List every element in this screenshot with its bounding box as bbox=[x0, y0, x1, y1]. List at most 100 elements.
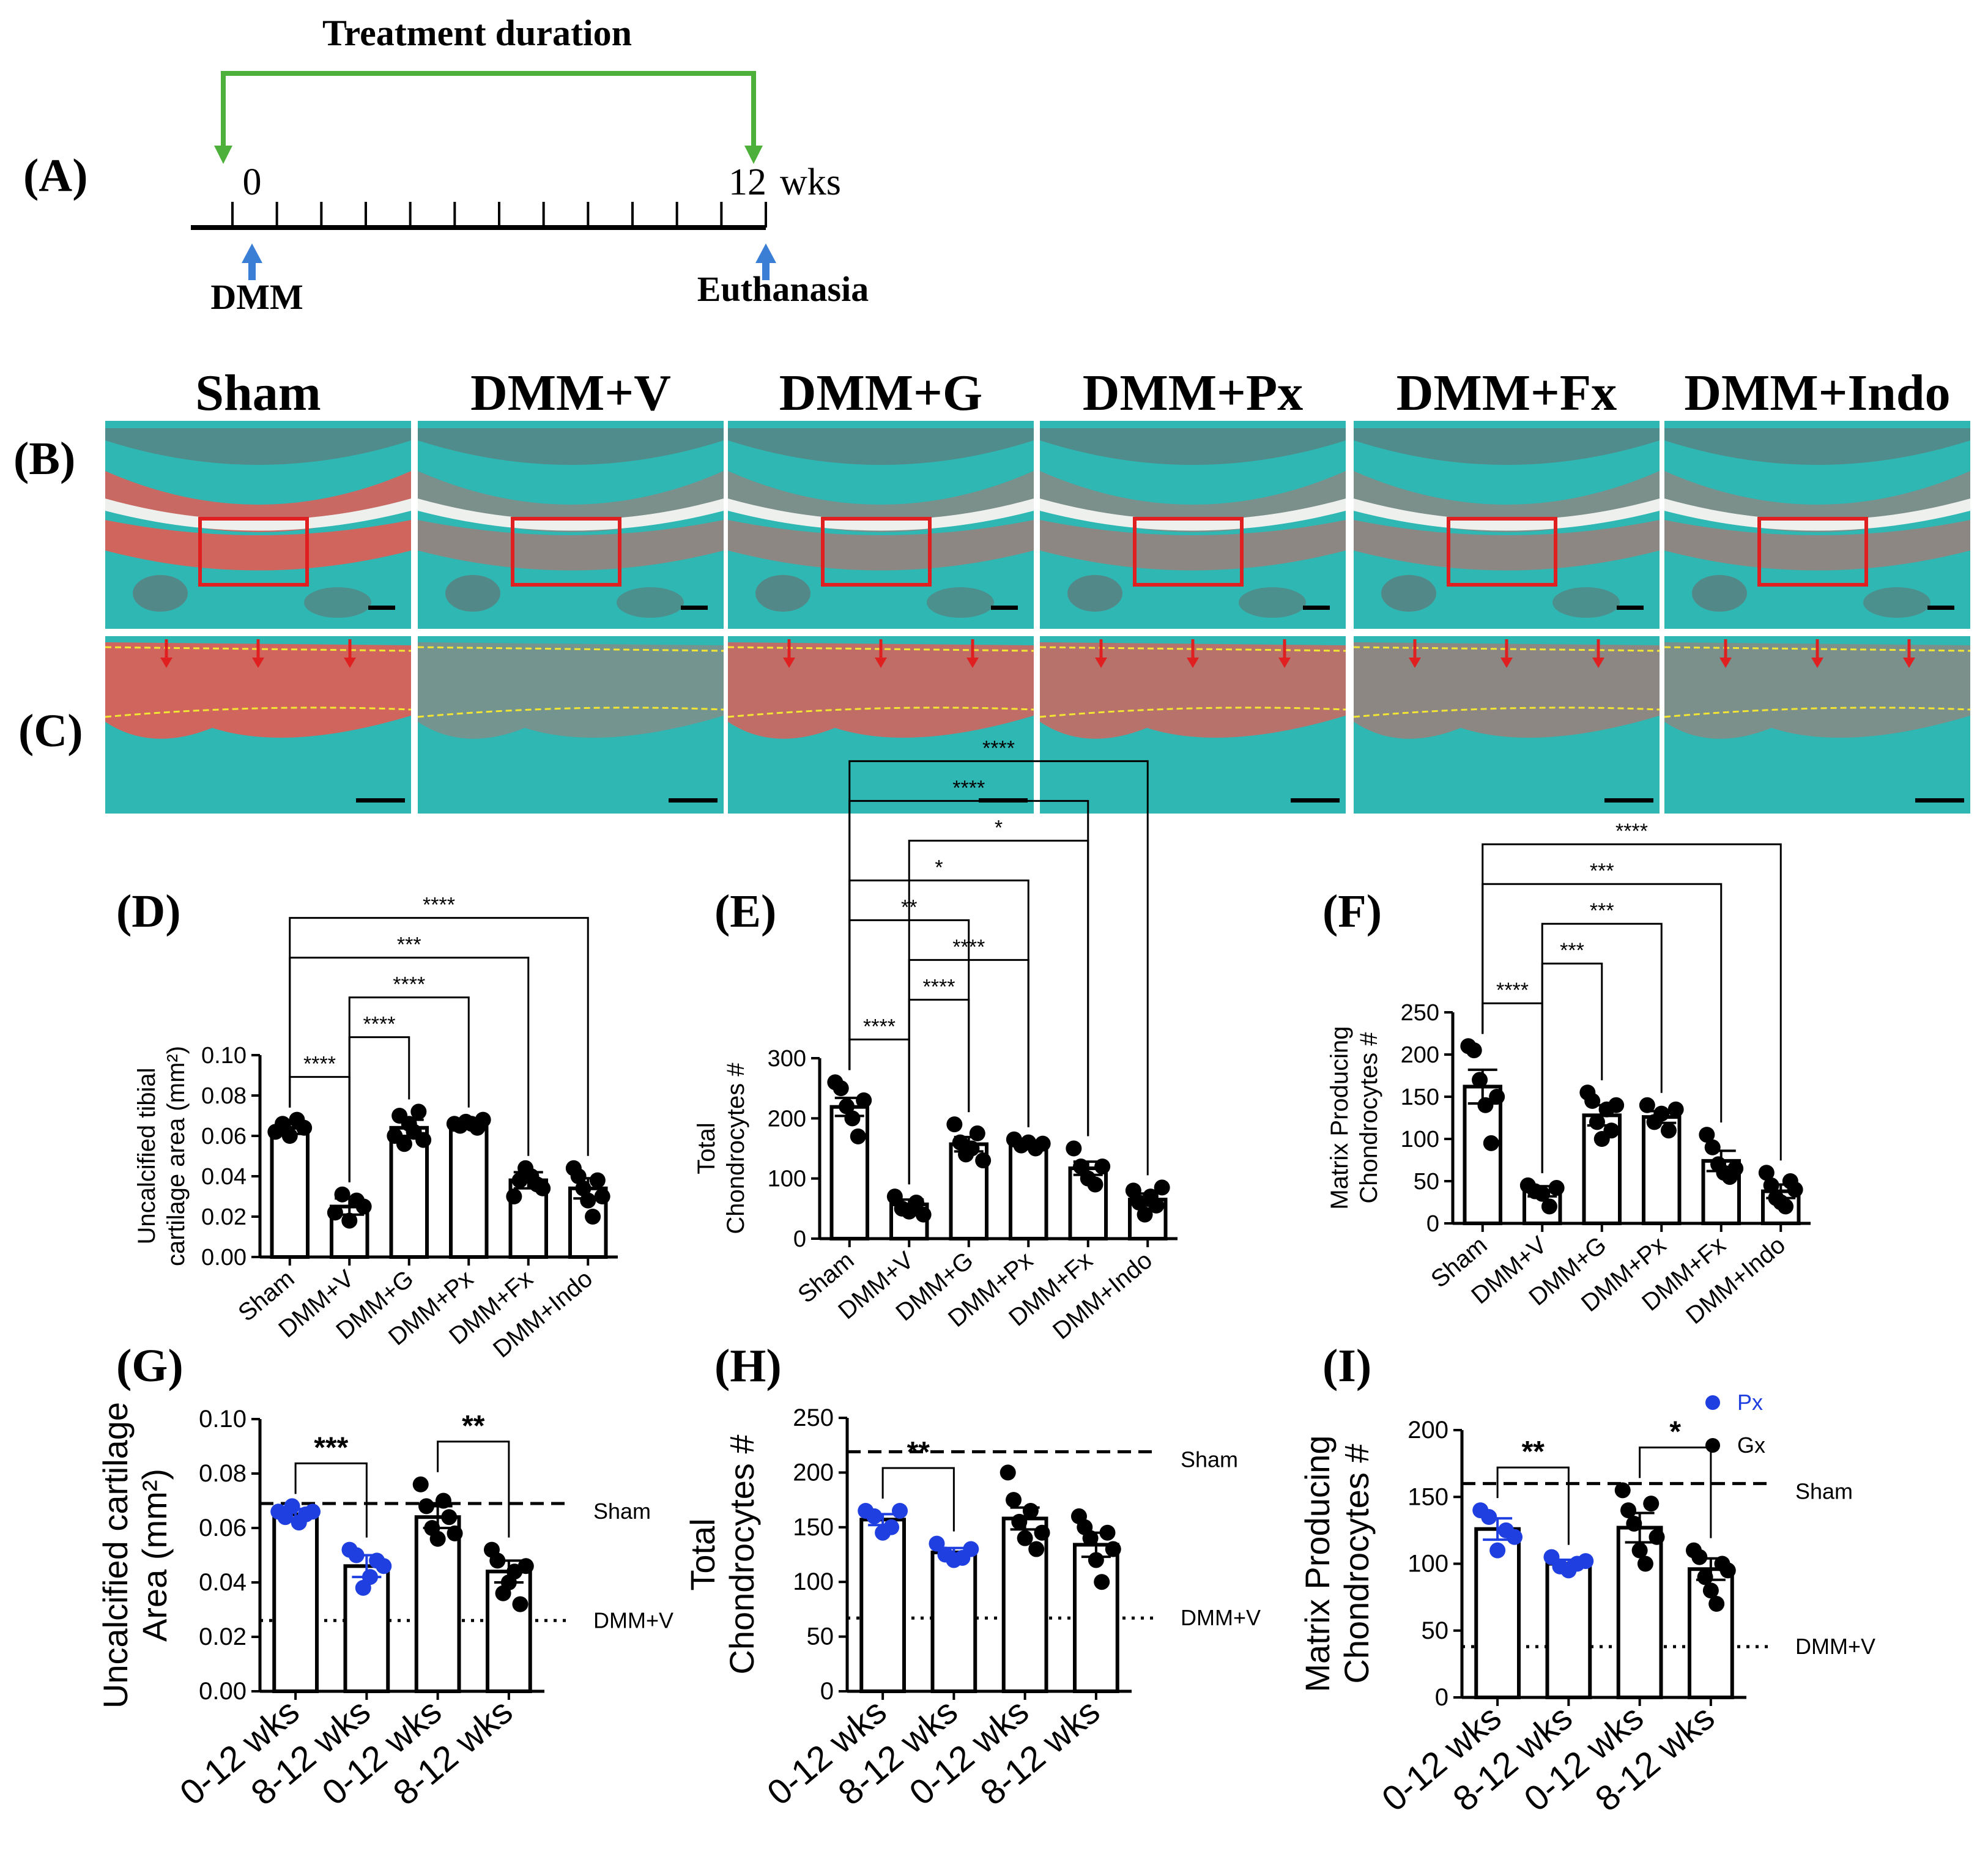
upper-bone bbox=[1040, 428, 1346, 465]
data-point bbox=[963, 1541, 979, 1557]
lower-cartilage bbox=[418, 520, 724, 571]
scale-bar bbox=[368, 606, 395, 610]
y-tick-label: 150 bbox=[793, 1514, 834, 1541]
y-tick-label: 0.02 bbox=[201, 1204, 247, 1230]
reference-line-label: Sham bbox=[1181, 1447, 1238, 1472]
significance-label: ** bbox=[907, 1436, 930, 1469]
y-tick-label: 50 bbox=[1414, 1169, 1439, 1195]
region-box bbox=[1133, 517, 1244, 587]
region-box bbox=[511, 517, 621, 587]
data-point bbox=[1094, 1159, 1111, 1174]
scale-bar bbox=[669, 798, 718, 803]
marrow-space bbox=[1239, 587, 1306, 618]
panel-label: (G) bbox=[116, 1340, 184, 1392]
y-tick-label: 0.06 bbox=[199, 1515, 247, 1541]
data-point bbox=[1620, 1502, 1637, 1519]
data-point bbox=[1778, 1198, 1794, 1215]
data-point bbox=[1704, 1139, 1721, 1155]
significance-label: *** bbox=[1590, 859, 1614, 883]
y-tick-label: 200 bbox=[768, 1106, 806, 1132]
y-axis-label-line: Total bbox=[693, 1122, 720, 1174]
y-tick-label: 100 bbox=[1408, 1551, 1448, 1578]
timeline-start-label: 0 bbox=[243, 161, 262, 203]
legend-marker bbox=[1705, 1438, 1720, 1453]
joint-space bbox=[105, 499, 411, 531]
data-point bbox=[1125, 1182, 1141, 1199]
y-axis-label-line: Total bbox=[683, 1518, 722, 1590]
significance-label: **** bbox=[982, 736, 1015, 760]
y-tick-label: 0.00 bbox=[199, 1678, 247, 1705]
data-point bbox=[418, 1498, 435, 1515]
marrow-space bbox=[445, 575, 500, 612]
data-point bbox=[429, 1530, 446, 1547]
group-title: Sham bbox=[195, 365, 321, 421]
dmm-arrow-icon bbox=[242, 243, 262, 263]
marrow-space bbox=[304, 587, 371, 618]
lower-cartilage bbox=[1354, 520, 1660, 571]
marrow-space bbox=[617, 587, 684, 618]
scale-bar bbox=[1303, 606, 1330, 610]
histology-c-1 bbox=[417, 636, 724, 814]
surface-line bbox=[105, 646, 412, 652]
data-point bbox=[1534, 1185, 1551, 1202]
significance-label: **** bbox=[423, 894, 455, 917]
surface-line bbox=[1664, 646, 1971, 652]
data-point bbox=[1702, 1582, 1719, 1599]
group-title: DMM+Fx bbox=[1396, 365, 1617, 421]
data-point bbox=[410, 1103, 427, 1120]
data-point bbox=[475, 1111, 491, 1128]
red-arrow-head-icon bbox=[783, 658, 795, 668]
data-point bbox=[1000, 1464, 1016, 1481]
data-point bbox=[1082, 1530, 1099, 1546]
data-point bbox=[1017, 1530, 1033, 1546]
scale-bar bbox=[1915, 798, 1964, 803]
data-point bbox=[963, 1140, 980, 1157]
data-point bbox=[886, 1188, 903, 1205]
data-point bbox=[866, 1508, 883, 1524]
data-point bbox=[1697, 1569, 1713, 1585]
histology-b-4 bbox=[1354, 421, 1660, 629]
marrow-space bbox=[1067, 575, 1122, 612]
reference-line-label: DMM+V bbox=[1181, 1605, 1261, 1630]
group-title: DMM+G bbox=[779, 365, 982, 421]
significance-bracket bbox=[437, 1441, 510, 1538]
histology-b-5 bbox=[1664, 421, 1970, 629]
lower-cartilage bbox=[1664, 520, 1970, 571]
data-point bbox=[594, 1188, 610, 1204]
red-arrow-head-icon bbox=[252, 658, 264, 668]
treatment-duration-title: Treatment duration bbox=[322, 13, 632, 53]
region-box bbox=[1447, 517, 1557, 587]
tidemark-line bbox=[727, 706, 1034, 718]
data-point bbox=[1541, 1198, 1557, 1215]
joint-space bbox=[1664, 499, 1970, 531]
panel-label: (H) bbox=[714, 1340, 782, 1392]
significance-bracket bbox=[1541, 922, 1663, 1173]
data-point bbox=[1137, 1206, 1153, 1223]
y-tick-label: 0.02 bbox=[199, 1623, 247, 1650]
legend-label: Gx bbox=[1737, 1433, 1765, 1458]
bone-region bbox=[418, 636, 724, 814]
data-point bbox=[908, 1195, 924, 1211]
scale-bar bbox=[1617, 606, 1644, 610]
legend-label: Px bbox=[1737, 1390, 1763, 1415]
y-tick-label: 0 bbox=[793, 1226, 806, 1252]
significance-label: ** bbox=[462, 1410, 485, 1442]
data-point bbox=[844, 1110, 861, 1127]
histology-b-1 bbox=[418, 421, 724, 629]
y-axis-label-line: cartilage area (mm²) bbox=[163, 1046, 190, 1266]
red-arrow-head-icon bbox=[1719, 658, 1732, 668]
data-point bbox=[1578, 1553, 1594, 1570]
group-title: DMM+V bbox=[470, 365, 671, 421]
data-point bbox=[327, 1204, 343, 1221]
region-box bbox=[198, 517, 309, 587]
significance-label: **** bbox=[393, 973, 425, 996]
panel-label: (I) bbox=[1322, 1340, 1371, 1392]
data-point bbox=[1691, 1549, 1708, 1565]
data-point bbox=[1073, 1159, 1089, 1174]
significance-label: **** bbox=[923, 975, 955, 998]
y-axis-label-line: Matrix Producing bbox=[1298, 1435, 1337, 1692]
region-box bbox=[821, 517, 932, 587]
histology-c-3 bbox=[1039, 636, 1346, 814]
scale-bar bbox=[1291, 798, 1340, 803]
